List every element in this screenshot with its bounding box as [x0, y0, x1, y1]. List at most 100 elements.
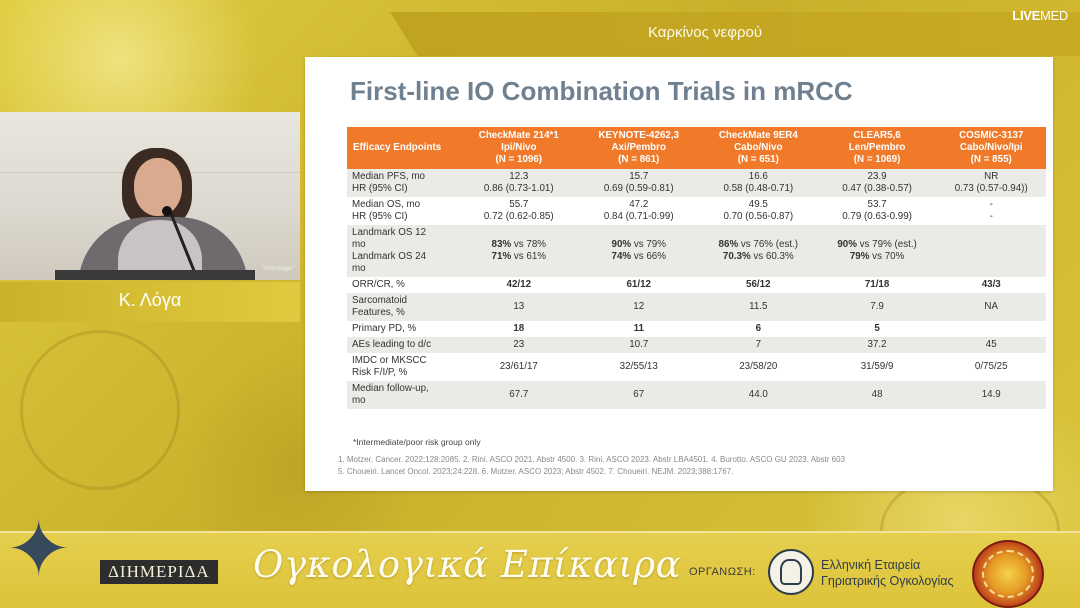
- header-line: Ipi/Nivo: [501, 142, 537, 153]
- header-line: Len/Pembro: [848, 142, 906, 153]
- table-cell: 45: [936, 337, 1046, 353]
- table-cell: 12: [578, 293, 699, 321]
- header-line: (N = 651): [737, 154, 779, 165]
- row-label: Sarcomatoid Features, %: [347, 293, 459, 321]
- slide-title: First-line IO Combination Trials in mRCC: [350, 76, 853, 106]
- section-title: Καρκίνος νεφρού: [647, 24, 763, 41]
- header-line: CheckMate 214*1: [478, 130, 559, 141]
- table-cell: 12.3 0.86 (0.73-1.01): [459, 169, 579, 197]
- table-row: IMDC or MKSCC Risk F/I/P, % 23/61/17 32/55/…: [347, 353, 1046, 381]
- video-watermark: "Hermitage": [262, 266, 294, 272]
- logo-live-text: LIVE: [1012, 8, 1040, 23]
- table-cell: 10.7: [578, 337, 699, 353]
- references: 1. Motzer. Cancer. 2022;128:2085. 2. Rin…: [338, 454, 845, 478]
- society-name: Ελληνική Εταιρεία Γηριατρικής Ογκολογίας: [821, 557, 954, 589]
- table-cell: 90% vs 79% (est.) 79% vs 70%: [817, 225, 937, 277]
- organizer-label: ΟΡΓΑΝΩΣΗ:: [689, 566, 756, 578]
- society-name-line: Γηριατρικής Ογκολογίας: [821, 574, 954, 588]
- event-badge: ΔΙΗΜΕΡΙΔΑ: [100, 560, 218, 584]
- table-row: Sarcomatoid Features, % 13 12 11.5 7.9 NA: [347, 293, 1046, 321]
- table-cell: 11.5: [698, 293, 818, 321]
- header-line: (N = 861): [618, 154, 660, 165]
- footnote: *Intermediate/poor risk group only: [353, 437, 481, 447]
- table-cell: 83% vs 78% 71% vs 61%: [459, 225, 579, 277]
- table-cell: 13: [459, 293, 579, 321]
- header-line: COSMIC-3137: [959, 130, 1024, 141]
- header-line: Axi/Pembro: [611, 142, 666, 153]
- table-cell: 23/58/20: [739, 361, 778, 372]
- table-cell: 23: [459, 337, 579, 353]
- society-name-line: Ελληνική Εταιρεία: [821, 558, 921, 572]
- row-label: Median PFS, mo HR (95% CI): [347, 169, 459, 197]
- microphone-head: [162, 206, 172, 216]
- row-label: IMDC or MKSCC Risk F/I/P, %: [352, 355, 427, 378]
- header-line: (N = 1096): [495, 154, 543, 165]
- table-cell: 16.6 0.58 (0.48-0.71): [698, 169, 818, 197]
- header-trial: CLEAR5,6 Len/Pembro (N = 1069): [817, 127, 937, 169]
- header-line: (N = 1069): [853, 154, 901, 165]
- header-line: KEYNOTE-4262,3: [598, 130, 680, 141]
- header-efficacy-endpoints: Efficacy Endpoints: [347, 127, 459, 169]
- table-cell: 0/75/25: [974, 361, 1008, 372]
- reference-line: 1. Motzer. Cancer. 2022;128:2085. 2. Rin…: [338, 455, 845, 464]
- row-label: Median OS, mo HR (95% CI): [352, 199, 421, 222]
- logo-med-text: MED: [1040, 8, 1068, 23]
- table-cell: 67.7: [459, 381, 579, 409]
- row-label: Median follow-up, mo: [347, 381, 459, 409]
- table-cell: 23.9 0.47 (0.38-0.57): [817, 169, 937, 197]
- table-row: Median PFS, mo HR (95% CI) 12.3 0.86 (0.73-…: [347, 169, 1046, 197]
- table-row: Primary PD, % 18 11 6 5: [347, 321, 1046, 337]
- table-cell: 67: [578, 381, 699, 409]
- table-cell: 42/12: [506, 279, 532, 290]
- row-label: Primary PD, %: [352, 323, 417, 334]
- table-cell: 7: [698, 337, 818, 353]
- society-logo-icon: [768, 549, 814, 595]
- speaker-video: "Hermitage": [0, 112, 300, 280]
- table-cell: [936, 225, 1046, 277]
- table-cell: 23/61/17: [499, 361, 538, 372]
- society-logo-emblem: [780, 559, 802, 585]
- header-trial: KEYNOTE-4262,3 Axi/Pembro (N = 861): [578, 127, 699, 169]
- table-header-row: Efficacy Endpoints CheckMate 214*1 Ipi/Niv…: [347, 127, 1046, 169]
- seal-icon: [972, 540, 1044, 608]
- table-body: Median PFS, mo HR (95% CI) 12.3 0.86 (0.73-…: [347, 169, 1046, 409]
- table-cell: --: [989, 199, 993, 222]
- header-trial: COSMIC-3137 Cabo/Nivo/Ipi (N = 855): [936, 127, 1046, 169]
- speaker-name-bar: [0, 282, 300, 322]
- reference-line: 5. Choueiri. Lancet Oncol. 2023;24:228. …: [338, 467, 734, 476]
- table-cell: 53.7 0.79 (0.63-0.99): [842, 199, 912, 222]
- presentation-slide: First-line IO Combination Trials in mRCC…: [305, 57, 1053, 491]
- table-cell: 15.7 0.69 (0.59-0.81): [578, 169, 699, 197]
- table-cell: 55.7 0.72 (0.62-0.85): [483, 199, 554, 222]
- table-cell: 5: [874, 323, 880, 334]
- table-cell: 14.9: [936, 381, 1046, 409]
- table-cell: 56/12: [746, 279, 771, 290]
- table-row: Landmark OS 12 mo Landmark OS 24 mo 83% vs 7…: [347, 225, 1046, 277]
- header-line: Cabo/Nivo: [734, 142, 783, 153]
- speaker-face: [134, 158, 182, 216]
- table-cell: 31/59/9: [860, 361, 894, 372]
- row-label: ORR/CR, %: [352, 279, 405, 290]
- table-cell: 18: [513, 323, 525, 334]
- table-row: Median OS, mo HR (95% CI) 55.7 0.72 (0.62-0…: [347, 197, 1046, 225]
- header-trial: CheckMate 214*1 Ipi/Nivo (N = 1096): [459, 127, 579, 169]
- table-cell: 86% vs 76% (est.) 70.3% vs 60.3%: [698, 225, 818, 277]
- table-cell: 43/3: [981, 279, 1001, 290]
- table-cell: 44.0: [698, 381, 818, 409]
- table-cell: 90% vs 79% 74% vs 66%: [578, 225, 699, 277]
- header-line: Efficacy Endpoints: [353, 142, 442, 153]
- speaker-name: Κ. Λόγα: [118, 290, 182, 310]
- table-cell: NA: [936, 293, 1046, 321]
- table-cell: 7.9: [817, 293, 937, 321]
- table-cell: 37.2: [817, 337, 937, 353]
- seal-ring: [982, 550, 1034, 598]
- header-line: CLEAR5,6: [853, 130, 901, 141]
- table-cell: 61/12: [626, 279, 651, 290]
- table-cell: [936, 321, 1046, 337]
- table-cell: 71/18: [864, 279, 890, 290]
- header-line: CheckMate 9ER4: [718, 130, 798, 141]
- header-trial: CheckMate 9ER4 Cabo/Nivo (N = 651): [698, 127, 818, 169]
- table-row: Median follow-up, mo 67.7 67 44.0 48 14.9: [347, 381, 1046, 409]
- header-line: (N = 855): [970, 154, 1012, 165]
- section-title-bar: [390, 12, 1080, 56]
